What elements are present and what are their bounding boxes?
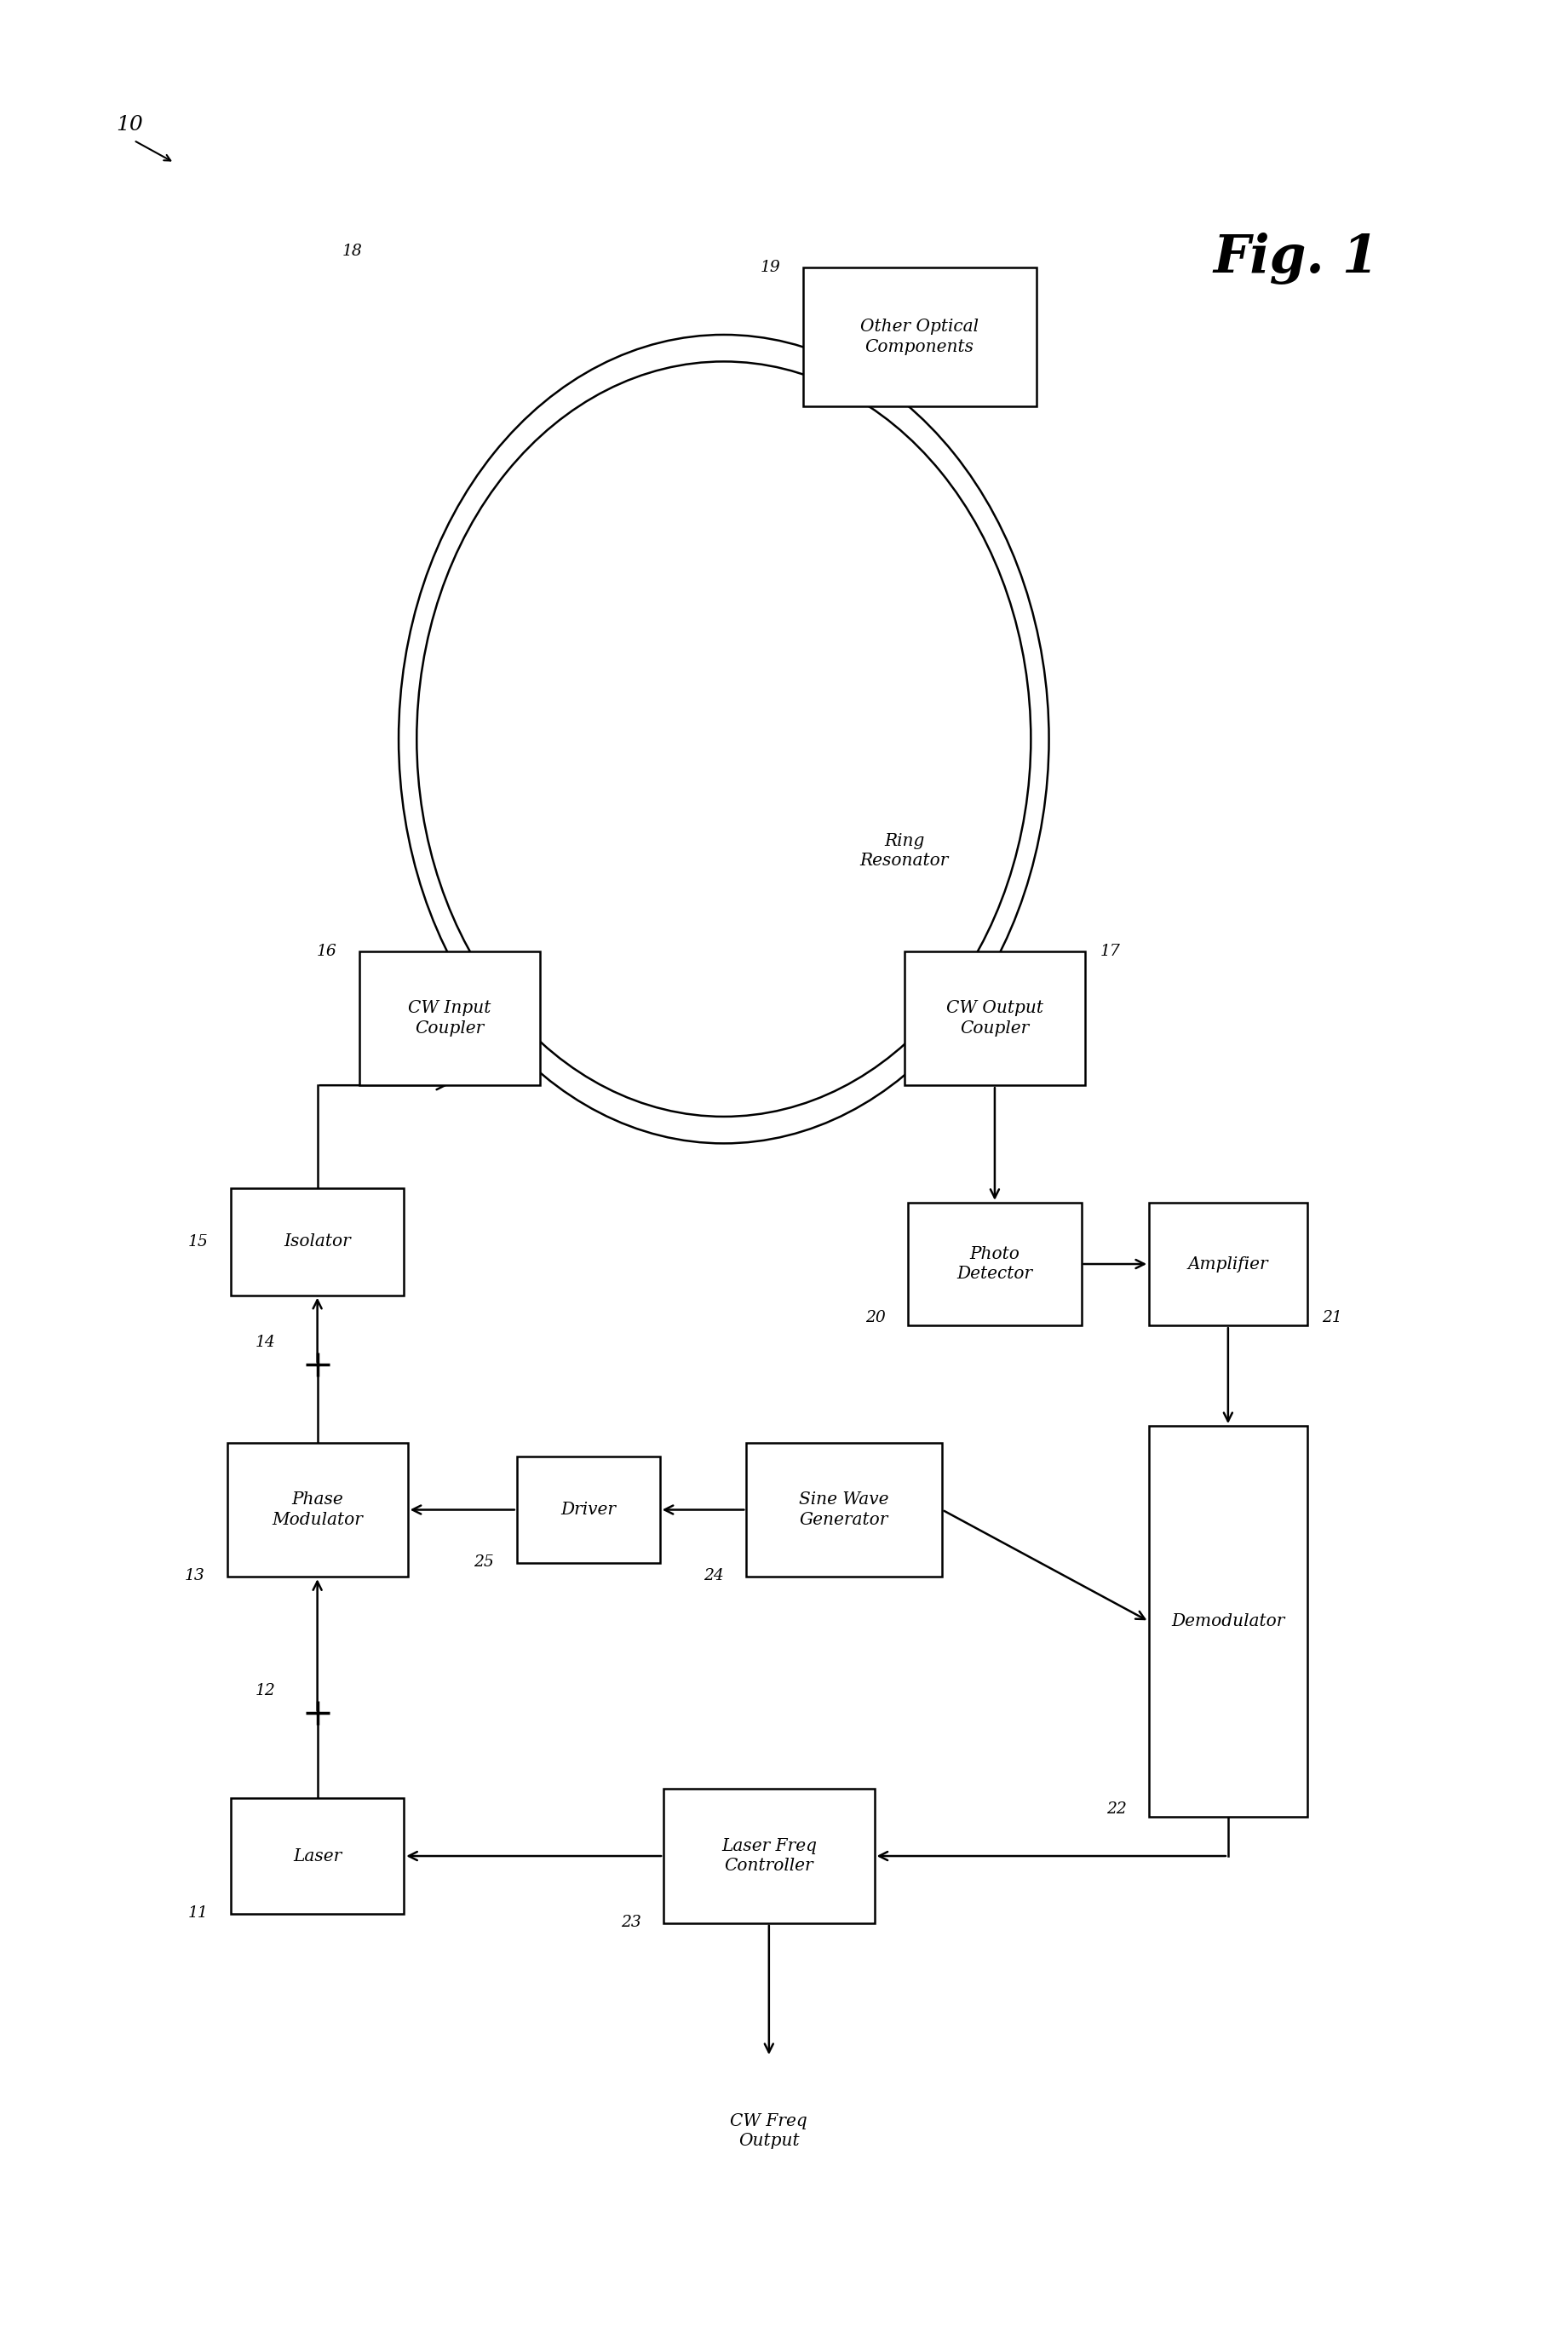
Text: CW Freq
Output: CW Freq Output [731, 2113, 808, 2150]
Text: Ring
Resonator: Ring Resonator [859, 833, 949, 868]
Text: 25: 25 [474, 1554, 494, 1571]
Text: 16: 16 [317, 945, 337, 959]
Text: 23: 23 [621, 1915, 641, 1929]
Text: 13: 13 [183, 1568, 204, 1582]
Text: Sine Wave
Generator: Sine Wave Generator [800, 1492, 889, 1529]
Bar [663, 1789, 875, 1922]
Text: Amplifier: Amplifier [1189, 1257, 1269, 1273]
Text: 14: 14 [256, 1336, 276, 1350]
Bar [908, 1203, 1082, 1326]
Text: 15: 15 [188, 1233, 209, 1250]
Text: 17: 17 [1101, 945, 1121, 959]
Bar [517, 1457, 660, 1564]
Text: Demodulator: Demodulator [1171, 1613, 1284, 1629]
Bar [359, 952, 539, 1084]
Text: Phase
Modulator: Phase Modulator [271, 1492, 362, 1529]
Text: Laser Freq
Controller: Laser Freq Controller [721, 1838, 817, 1873]
Text: Fig. 1: Fig. 1 [1214, 233, 1378, 284]
Text: Laser: Laser [293, 1848, 342, 1864]
Text: 10: 10 [116, 114, 143, 135]
Text: 12: 12 [256, 1682, 276, 1699]
Bar [905, 952, 1085, 1084]
Text: 21: 21 [1322, 1310, 1342, 1326]
Text: Driver: Driver [561, 1501, 616, 1517]
Text: CW Output
Coupler: CW Output Coupler [946, 1001, 1043, 1036]
Text: 18: 18 [342, 244, 362, 258]
Text: Isolator: Isolator [284, 1233, 351, 1250]
Text: 24: 24 [704, 1568, 724, 1582]
Text: 22: 22 [1105, 1801, 1126, 1817]
Text: 20: 20 [866, 1310, 886, 1326]
Text: CW Input
Coupler: CW Input Coupler [408, 1001, 491, 1036]
Text: 11: 11 [188, 1906, 209, 1920]
Bar [746, 1443, 942, 1578]
Text: 19: 19 [760, 261, 781, 275]
Bar [1149, 1203, 1308, 1326]
Bar [230, 1799, 405, 1915]
Text: Other Optical
Components: Other Optical Components [861, 319, 978, 356]
Bar [1149, 1426, 1308, 1817]
Bar [230, 1189, 405, 1296]
Bar [803, 268, 1036, 407]
Bar [227, 1443, 408, 1578]
Text: Photo
Detector: Photo Detector [956, 1245, 1033, 1282]
